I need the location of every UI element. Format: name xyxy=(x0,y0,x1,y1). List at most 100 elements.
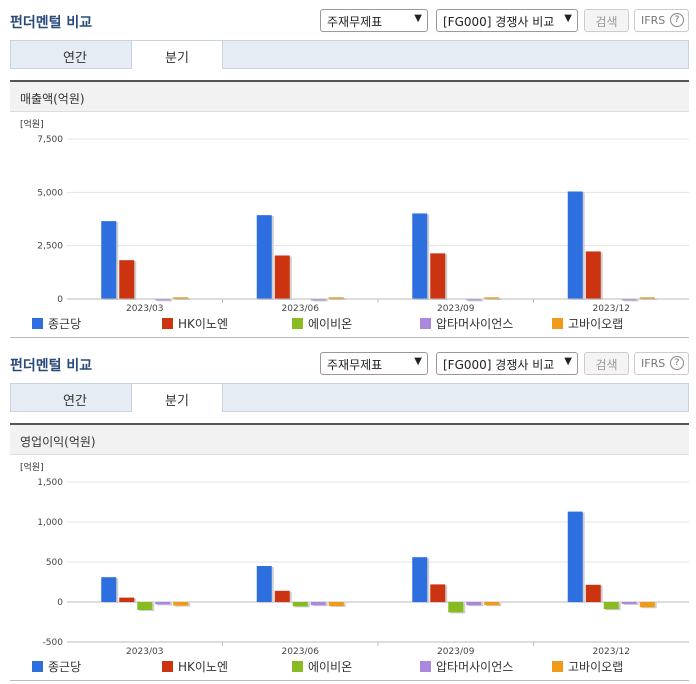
fundamental-section-operating-profit: 펀더멘털 비교 주재무제표 ▼ [FG000] 경쟁사 비교 ▼ 검색 IFRS… xyxy=(0,343,696,684)
bar-HK이노엔-2023/09[interactable] xyxy=(430,584,446,602)
bar-종근당-2023/09[interactable] xyxy=(412,213,428,299)
bar-고바이오랩-2023/03[interactable] xyxy=(173,602,189,606)
bar-종근당-2023/06[interactable] xyxy=(256,215,272,299)
bar-HK이노엔-2023/06[interactable] xyxy=(274,590,290,602)
search-button[interactable]: 검색 xyxy=(584,352,629,375)
legend-item-에이비온[interactable]: 에이비온 xyxy=(292,315,352,332)
y-unit-label: [억원] xyxy=(20,118,44,130)
period-tabs: 연간 분기 xyxy=(10,40,689,69)
legend-label: 압타머사이언스 xyxy=(436,317,514,331)
bar-종근당-2023/12[interactable] xyxy=(567,511,583,602)
bar-종근당-2023/09[interactable] xyxy=(412,557,428,602)
y-tick-label: 5,000 xyxy=(37,188,63,198)
panel-title: 영업이익(억원) xyxy=(10,425,689,455)
bar-고바이오랩-2023/12[interactable] xyxy=(639,297,655,299)
legend-item-종근당[interactable]: 종근당 xyxy=(32,315,81,332)
bar-종근당-2023/03[interactable] xyxy=(101,221,117,299)
legend-item-에이비온[interactable]: 에이비온 xyxy=(292,658,352,675)
legend-swatch xyxy=(162,318,173,329)
legend-swatch xyxy=(32,661,43,672)
legend-swatch xyxy=(552,318,563,329)
bar-에이비온-2023/03[interactable] xyxy=(137,602,153,610)
divider xyxy=(10,680,689,682)
bar-HK이노엔-2023/06[interactable] xyxy=(274,255,290,299)
bar-압타머사이언스-2023/12[interactable] xyxy=(621,298,637,301)
legend-item-HK이노엔[interactable]: HK이노엔 xyxy=(162,315,228,332)
chart-panel-operating-profit: 영업이익(억원) [억원] 1,500 1,000 500 0 -500 2023/03 20… xyxy=(10,423,689,681)
bar-고바이오랩-2023/09[interactable] xyxy=(484,297,500,299)
bar-에이비온-2023/06[interactable] xyxy=(292,602,308,607)
bar-고바이오랩-2023/06[interactable] xyxy=(328,602,344,606)
bar-에이비온-2023/12[interactable] xyxy=(603,602,619,610)
chevron-down-icon: ▼ xyxy=(414,13,422,24)
section-title: 펀더멘털 비교 xyxy=(10,15,93,31)
bar-압타머사이언스-2023/12[interactable] xyxy=(621,602,637,604)
bar-HK이노엔-2023/03[interactable] xyxy=(119,597,135,602)
bar-shadow xyxy=(468,299,484,302)
bar-종근당-2023/06[interactable] xyxy=(256,566,272,602)
y-tick-label: 0 xyxy=(57,295,63,305)
legend-item-종근당[interactable]: 종근당 xyxy=(32,658,81,675)
legend-swatch xyxy=(420,318,431,329)
bar-고바이오랩-2023/03[interactable] xyxy=(173,297,189,299)
legend-label: 에이비온 xyxy=(308,660,353,674)
bar-종근당-2023/12[interactable] xyxy=(567,191,583,299)
bar-HK이노엔-2023/12[interactable] xyxy=(585,584,601,602)
legend-item-압타머사이언스[interactable]: 압타머사이언스 xyxy=(420,315,513,332)
peer-compare-select[interactable]: [FG000] 경쟁사 비교 ▼ xyxy=(436,9,578,32)
bar-shadow xyxy=(312,299,328,302)
y-tick-label: 1,500 xyxy=(37,478,63,488)
bar-HK이노엔-2023/12[interactable] xyxy=(585,251,601,299)
bar-압타머사이언스-2023/09[interactable] xyxy=(466,298,482,301)
legend-label: 고바이오랩 xyxy=(568,317,624,331)
legend-label: HK이노엔 xyxy=(178,660,229,674)
legend-swatch xyxy=(162,661,173,672)
x-tick-label: 2023/03 xyxy=(126,304,163,312)
bar-압타머사이언스-2023/03[interactable] xyxy=(155,602,171,605)
legend-label: 종근당 xyxy=(48,317,82,331)
tab-annual[interactable]: 연간 xyxy=(63,394,87,409)
report-type-select[interactable]: 주재무제표 ▼ xyxy=(320,352,428,375)
y-tick-label: 7,500 xyxy=(37,135,63,145)
bar-shadow xyxy=(157,299,173,302)
bar-shadow xyxy=(623,299,639,302)
tab-annual[interactable]: 연간 xyxy=(63,51,87,66)
bar-압타머사이언스-2023/09[interactable] xyxy=(466,602,482,606)
legend-swatch xyxy=(552,661,563,672)
x-tick-label: 2023/06 xyxy=(282,304,320,312)
legend-item-고바이오랩[interactable]: 고바이오랩 xyxy=(552,315,623,332)
sales-chart: [억원] 7,500 5,000 2,500 0 2023/03 2023/06 2023/0… xyxy=(20,118,689,312)
bar-HK이노엔-2023/03[interactable] xyxy=(119,260,135,299)
legend-item-고바이오랩[interactable]: 고바이오랩 xyxy=(552,658,623,675)
legend-label: 압타머사이언스 xyxy=(436,660,514,674)
bar-압타머사이언스-2023/03[interactable] xyxy=(155,298,171,301)
tab-quarterly[interactable]: 분기 xyxy=(131,40,223,69)
legend-label: 에이비온 xyxy=(308,317,353,331)
ifrs-help-button[interactable]: IFRS ? xyxy=(634,352,689,375)
bar-HK이노엔-2023/09[interactable] xyxy=(430,253,446,299)
search-button[interactable]: 검색 xyxy=(584,9,629,32)
help-icon: ? xyxy=(670,356,684,370)
bar-종근당-2023/03[interactable] xyxy=(101,577,117,602)
y-tick-label: 0 xyxy=(57,598,63,608)
bar-고바이오랩-2023/12[interactable] xyxy=(639,602,655,608)
bar-고바이오랩-2023/06[interactable] xyxy=(328,297,344,299)
peer-compare-select[interactable]: [FG000] 경쟁사 비교 ▼ xyxy=(436,352,578,375)
legend-item-압타머사이언스[interactable]: 압타머사이언스 xyxy=(420,658,513,675)
ifrs-help-button[interactable]: IFRS ? xyxy=(634,9,689,32)
legend-swatch xyxy=(420,661,431,672)
report-type-select[interactable]: 주재무제표 ▼ xyxy=(320,9,428,32)
bar-에이비온-2023/09[interactable] xyxy=(448,602,464,613)
legend-label: 종근당 xyxy=(48,660,82,674)
section-header: 펀더멘털 비교 주재무제표 ▼ [FG000] 경쟁사 비교 ▼ 검색 IFRS… xyxy=(0,0,696,38)
bar-고바이오랩-2023/09[interactable] xyxy=(484,602,500,606)
chevron-down-icon: ▼ xyxy=(564,13,572,24)
legend-item-HK이노엔[interactable]: HK이노엔 xyxy=(162,658,228,675)
bar-압타머사이언스-2023/06[interactable] xyxy=(310,602,326,606)
tab-quarterly[interactable]: 분기 xyxy=(131,383,223,412)
x-tick-label: 2023/09 xyxy=(437,304,475,312)
legend-swatch xyxy=(292,661,303,672)
bar-압타머사이언스-2023/06[interactable] xyxy=(310,298,326,301)
chevron-down-icon: ▼ xyxy=(414,356,422,367)
operating-profit-chart: [억원] 1,500 1,000 500 0 -500 2023/03 2023/06 2023… xyxy=(20,461,689,655)
